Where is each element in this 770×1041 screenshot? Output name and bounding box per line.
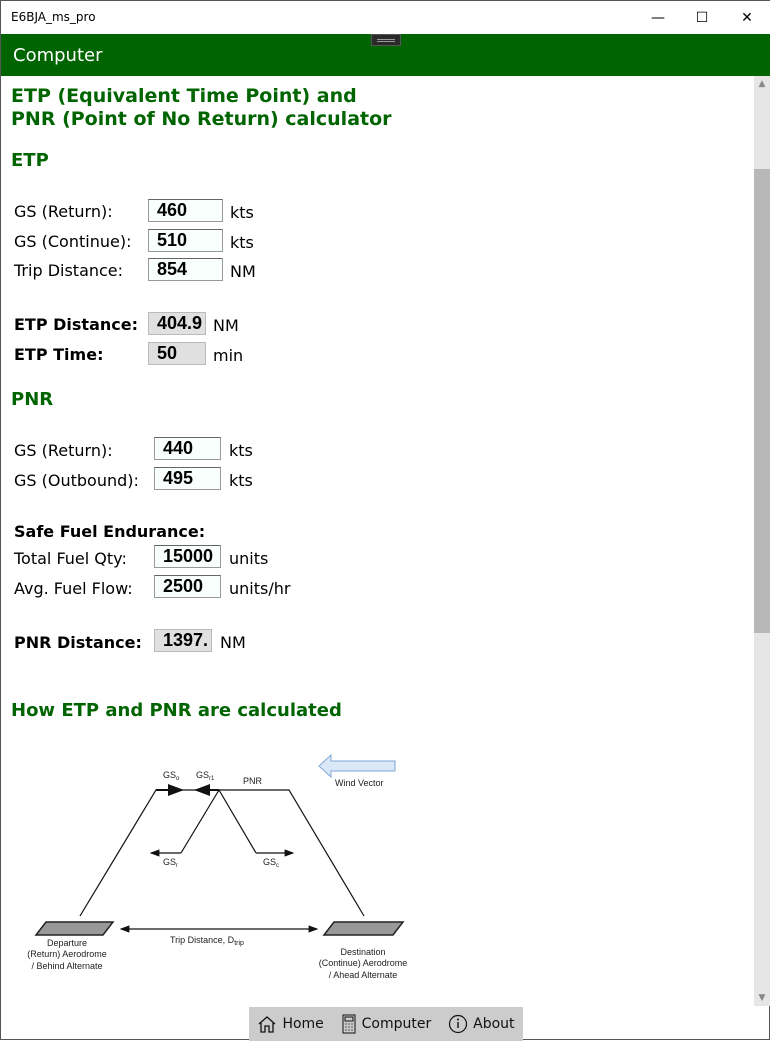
app-header: Computer bbox=[1, 34, 770, 76]
maximize-button[interactable]: ☐ bbox=[695, 9, 709, 26]
nav-computer[interactable]: Computer bbox=[341, 1014, 432, 1034]
window-title: E6BJA_ms_pro bbox=[11, 10, 96, 24]
svg-text:(Continue) Aerodrome: (Continue) Aerodrome bbox=[319, 958, 408, 968]
pnr-label: PNR bbox=[243, 776, 263, 786]
svg-text:Departure: Departure bbox=[47, 938, 87, 948]
pnr-heading: PNR bbox=[11, 389, 54, 410]
nav-home-label: Home bbox=[282, 1016, 324, 1032]
bottom-nav: Home Computer About bbox=[249, 1007, 523, 1041]
unit: units/hr bbox=[229, 579, 291, 598]
nav-computer-label: Computer bbox=[361, 1016, 432, 1032]
etp-gs-return-label: GS (Return): bbox=[14, 202, 113, 221]
unit: NM bbox=[213, 316, 239, 335]
total-fuel-input[interactable]: 15000 bbox=[154, 545, 221, 568]
unit: kts bbox=[229, 471, 253, 490]
etp-time-output: 50 bbox=[148, 342, 206, 365]
fuel-flow-input[interactable]: 2500 bbox=[154, 575, 221, 598]
departure-runway-icon bbox=[34, 921, 115, 936]
scrollbar-thumb[interactable] bbox=[754, 169, 770, 633]
trip-distance-label: Trip Distance: bbox=[14, 261, 124, 280]
page-title: ETP (Equivalent Time Point) and PNR (Poin… bbox=[11, 85, 392, 131]
pnr-gs-return-input[interactable]: 440 bbox=[154, 437, 221, 460]
svg-text:Destination: Destination bbox=[340, 947, 385, 957]
pnr-gs-return-label: GS (Return): bbox=[14, 441, 113, 460]
title-bar: E6BJA_ms_pro — ☐ ✕ bbox=[1, 1, 770, 34]
calculator-icon bbox=[342, 1014, 356, 1034]
etp-gs-return-input[interactable]: 460 bbox=[148, 199, 223, 222]
nav-about[interactable]: About bbox=[448, 1014, 515, 1034]
svg-text:(Return) Aerodrome: (Return) Aerodrome bbox=[27, 949, 107, 959]
minimize-button[interactable]: — bbox=[651, 9, 665, 26]
etp-gs-continue-label: GS (Continue): bbox=[14, 232, 132, 251]
unit: NM bbox=[230, 262, 256, 281]
unit: units bbox=[229, 549, 269, 568]
safe-fuel-heading: Safe Fuel Endurance: bbox=[14, 522, 206, 541]
svg-text:GSr1: GSr1 bbox=[196, 770, 215, 782]
info-icon bbox=[449, 1014, 468, 1034]
unit: kts bbox=[229, 441, 253, 460]
page-header-title: Computer bbox=[13, 45, 103, 66]
scroll-down-icon[interactable]: ▼ bbox=[758, 993, 766, 1003]
svg-text:/ Ahead Alternate: / Ahead Alternate bbox=[329, 970, 398, 980]
title-line-1: ETP (Equivalent Time Point) and bbox=[11, 85, 357, 107]
etp-distance-label: ETP Distance: bbox=[14, 315, 138, 334]
destination-runway-icon bbox=[322, 921, 405, 936]
etp-pnr-diagram: GSo GSr1 PNR Wind Vector GSr GSc Trip Di… bbox=[27, 753, 408, 980]
how-heading: How ETP and PNR are calculated bbox=[11, 700, 342, 721]
pnr-gs-outbound-label: GS (Outbound): bbox=[14, 471, 139, 490]
svg-text:Trip Distance, Dtrip: Trip Distance, Dtrip bbox=[170, 935, 244, 947]
title-line-2: PNR (Point of No Return) calculator bbox=[11, 108, 392, 130]
unit: NM bbox=[220, 633, 246, 652]
flight-path bbox=[79, 789, 365, 917]
pnr-distance-output: 1397. bbox=[154, 629, 212, 652]
etp-time-label: ETP Time: bbox=[14, 345, 104, 364]
svg-text:GSr: GSr bbox=[163, 857, 178, 869]
home-icon bbox=[259, 1016, 276, 1033]
wind-label: Wind Vector bbox=[335, 778, 384, 788]
drag-handle-icon[interactable] bbox=[371, 34, 401, 46]
svg-text:GSc: GSc bbox=[263, 857, 279, 869]
return-branch bbox=[180, 789, 220, 854]
wind-vector-icon bbox=[318, 753, 396, 779]
etp-distance-output: 404.9 bbox=[148, 312, 206, 335]
trip-distance-input[interactable]: 854 bbox=[148, 258, 223, 281]
nav-home[interactable]: Home bbox=[257, 1015, 324, 1033]
etp-gs-continue-input[interactable]: 510 bbox=[148, 229, 223, 252]
fuel-flow-label: Avg. Fuel Flow: bbox=[14, 579, 133, 598]
svg-text:/ Behind Alternate: / Behind Alternate bbox=[31, 961, 102, 971]
nav-about-label: About bbox=[473, 1016, 515, 1032]
unit: kts bbox=[230, 233, 254, 252]
unit: kts bbox=[230, 203, 254, 222]
vertical-scrollbar[interactable]: ▲ ▼ bbox=[754, 76, 770, 1006]
scroll-up-icon[interactable]: ▲ bbox=[758, 79, 766, 89]
pnr-distance-label: PNR Distance: bbox=[14, 633, 142, 652]
total-fuel-label: Total Fuel Qty: bbox=[14, 549, 127, 568]
svg-text:GSo: GSo bbox=[163, 770, 180, 782]
etp-heading: ETP bbox=[11, 150, 49, 171]
unit: min bbox=[213, 346, 244, 365]
pnr-gs-outbound-input[interactable]: 495 bbox=[154, 467, 221, 490]
close-button[interactable]: ✕ bbox=[741, 9, 753, 26]
continue-branch bbox=[218, 789, 257, 854]
